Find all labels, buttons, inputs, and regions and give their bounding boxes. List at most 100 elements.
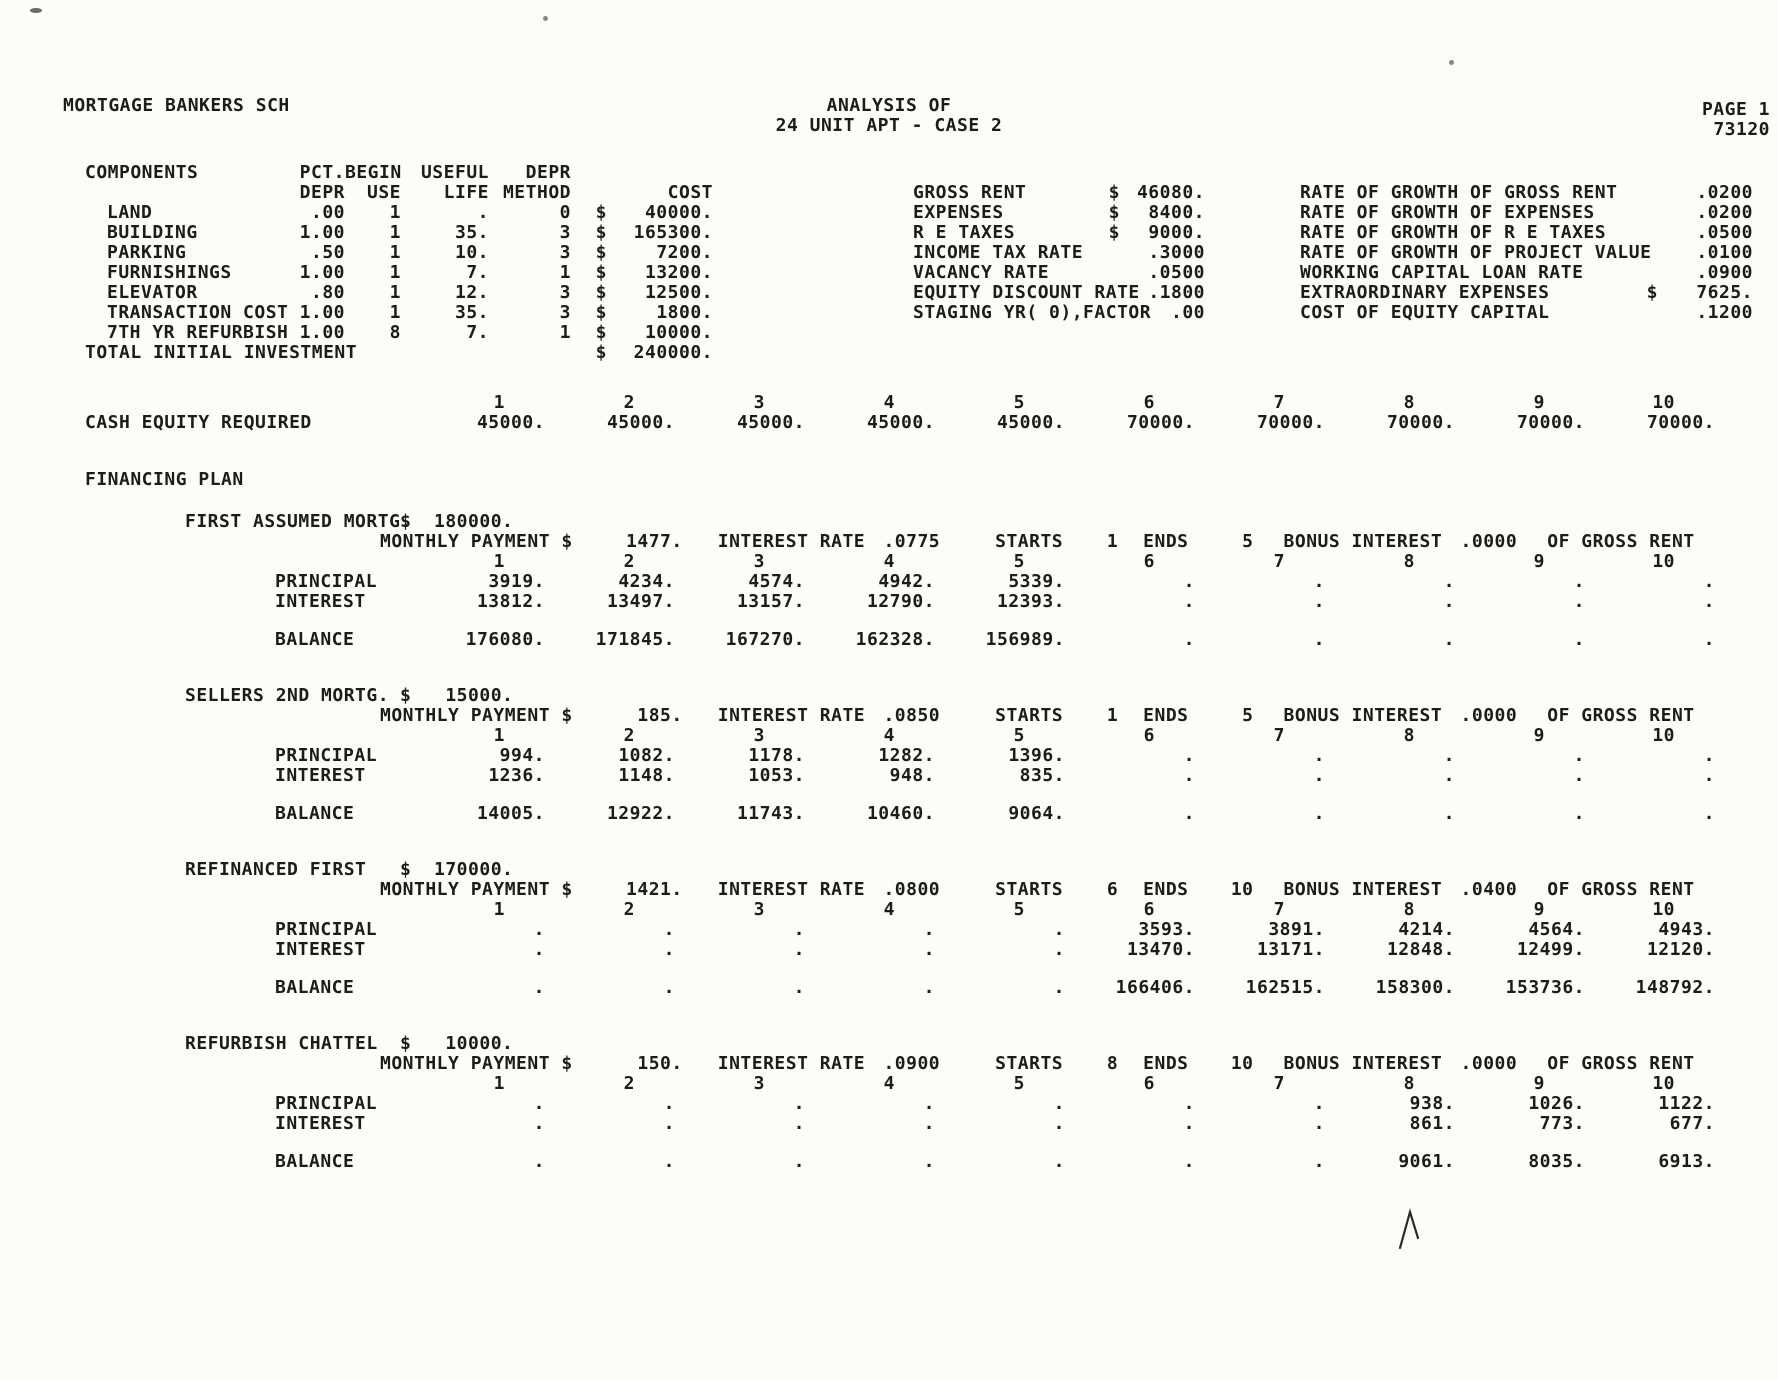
component-cell: PARKING: [107, 242, 187, 263]
ends-label: ENDS: [1143, 531, 1189, 552]
interest-value-cell: 13171.: [1256, 939, 1325, 960]
year-label-cell: 10: [1652, 551, 1675, 572]
interest-value-cell: 1148.: [618, 765, 675, 786]
component-cell: TRANSACTION COST: [107, 302, 289, 323]
balance-value-cell: 9064.: [1008, 803, 1065, 824]
dollar-sign: [1630, 223, 1658, 243]
dollar-sign: [1630, 183, 1658, 203]
components-header-cell: [571, 183, 607, 203]
scan-speck: [30, 8, 42, 13]
principal-value-cell: 3891.: [1268, 919, 1325, 940]
mortgage-name: FIRST ASSUMED MORTG.: [185, 511, 412, 532]
principal-value-cell: 1396.: [1008, 745, 1065, 766]
principal-value-cell: .: [1313, 1093, 1325, 1114]
balance-value-cell: .: [663, 977, 675, 998]
component-row-parking: PARKING .50 1 10. 3 $7200.: [85, 243, 713, 263]
interest-value-cell: 13470.: [1126, 939, 1195, 960]
balance-value-cell: 171845.: [595, 629, 675, 650]
dollar-sign: [1630, 243, 1658, 263]
principal-label: PRINCIPAL: [275, 919, 378, 940]
principal-value-cell: .: [1313, 571, 1325, 592]
interest-value-cell: .: [1183, 1113, 1195, 1134]
summary-value: 8400.: [1148, 202, 1205, 223]
summary-row-gross-rent: GROSS RENT $ 46080.: [913, 183, 1205, 203]
interest-row: INTEREST....... 861. 773. 677.: [85, 1114, 1715, 1134]
report-title: ANALYSIS OF 24 UNIT APT - CASE 2: [689, 96, 1089, 136]
principal-value-cell: .: [923, 1093, 935, 1114]
interest-value-cell: 13812.: [476, 591, 545, 612]
interest-value-cell: .: [923, 1113, 935, 1134]
year-label-cell: 10: [1652, 392, 1675, 413]
dollar-sign: $: [1108, 182, 1120, 203]
of-gross-rent-label: OF GROSS RENT: [1547, 1053, 1695, 1074]
interest-value-cell: 948.: [889, 765, 935, 786]
summary-row-re-taxes: R E TAXES $ 9000.: [913, 223, 1205, 243]
interest-rate-label: INTEREST RATE: [717, 879, 866, 900]
cash-equity-value-cell: 45000.: [996, 412, 1065, 433]
bonus-interest-value: .0000: [1460, 705, 1518, 726]
balance-value-cell: 14005.: [476, 803, 545, 824]
component-cell: 7200.: [656, 242, 713, 263]
summary-label: WORKING CAPITAL LOAN RATE: [1300, 262, 1584, 283]
bonus-interest-label: BONUS INTEREST: [1283, 531, 1443, 552]
component-cell: 1: [559, 322, 571, 343]
cash-equity-year-header-row: 1 2 3 4 5 6 7 8 9 10: [85, 393, 1715, 413]
monthly-payment-label: MONTHLY PAYMENT $: [380, 531, 573, 552]
principal-value-cell: 1282.: [878, 745, 935, 766]
interest-value-cell: .: [1313, 1113, 1325, 1134]
year-label-cell: 9: [1533, 392, 1545, 413]
balance-value-cell: .: [1313, 629, 1325, 650]
balance-value-cell: .: [1573, 629, 1585, 650]
dollar-sign: $: [1646, 282, 1658, 303]
summary-label: RATE OF GROWTH OF GROSS RENT: [1300, 182, 1618, 203]
component-cell: 8: [389, 322, 401, 343]
component-row-land: LAND .00 1. 0 $40000.: [85, 203, 713, 223]
ends-value: 5: [1242, 531, 1254, 552]
year-label-cell: 4: [883, 551, 895, 572]
assumptions-block-left: GROSS RENT $ 46080. EXPENSES $ 8400. R E…: [913, 183, 1205, 323]
principal-value-cell: .: [793, 1093, 805, 1114]
summary-label: RATE OF GROWTH OF EXPENSES: [1300, 202, 1595, 223]
component-cell: $: [595, 202, 607, 223]
components-header-cell: USEFUL: [420, 162, 489, 183]
balance-value-cell: .: [1313, 803, 1325, 824]
interest-value-cell: 677.: [1669, 1113, 1715, 1134]
component-row-furnishings: FURNISHINGS 1.00 1 7. 1 $13200.: [85, 263, 713, 283]
component-cell: FURNISHINGS: [107, 262, 232, 283]
cash-equity-value-cell: 45000.: [736, 412, 805, 433]
principal-value-cell: .: [1443, 571, 1455, 592]
principal-value-cell: 1026.: [1528, 1093, 1585, 1114]
summary-label: STAGING YR( 0),FACTOR: [913, 302, 1152, 323]
balance-row: BALANCE..... 166406. 162515. 158300. 153736.…: [85, 978, 1715, 998]
component-cell: .50: [310, 242, 345, 263]
interest-value-cell: 1236.: [488, 765, 545, 786]
principal-value-cell: 4574.: [748, 571, 805, 592]
interest-value-cell: 12848.: [1386, 939, 1455, 960]
balance-value-cell: .: [923, 977, 935, 998]
interest-label: INTEREST: [275, 591, 366, 612]
component-row-transaction-cost: TRANSACTION COST 1.00 1 35. 3 $1800.: [85, 303, 713, 323]
interest-value-cell: .: [1183, 591, 1195, 612]
interest-row: INTEREST 1236. 1148. 1053. 948. 835......: [85, 766, 1715, 786]
principal-value-cell: .: [663, 919, 675, 940]
mortgage-title-row: FIRST ASSUMED MORTG. $ 180000.: [185, 512, 1715, 532]
component-total-cell: [297, 343, 345, 363]
component-cell: 10.: [454, 242, 489, 263]
component-cell: 12.: [454, 282, 489, 303]
interest-row: INTEREST 13812. 13497. 13157. 12790. 12393...…: [85, 592, 1715, 612]
balance-label: BALANCE: [275, 803, 355, 824]
year-label-cell: 5: [1013, 725, 1025, 746]
year-label-cell: 3: [753, 551, 765, 572]
report-title-line1: ANALYSIS OF: [826, 95, 952, 116]
component-cell: $: [595, 302, 607, 323]
component-cell: $: [595, 322, 607, 343]
year-label-cell: 2: [623, 899, 635, 920]
component-cell: 1800.: [656, 302, 713, 323]
ends-value: 5: [1242, 705, 1254, 726]
page-info: PAGE 1 73120: [1702, 100, 1770, 140]
monthly-payment-value: 150.: [637, 1053, 683, 1074]
principal-value-cell: .: [663, 1093, 675, 1114]
year-header-row: 1 2 3 4 5 6 7 8 9 10: [85, 900, 1715, 920]
mortgage-amount: $ 170000.: [400, 859, 514, 880]
year-label-cell: 6: [1143, 551, 1155, 572]
